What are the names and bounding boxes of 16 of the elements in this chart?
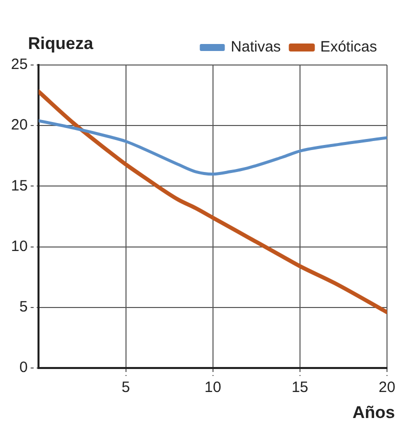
x-tick-label: 10	[204, 379, 222, 396]
legend-label: Exóticas	[320, 38, 378, 56]
y-axis-title: Riqueza	[28, 34, 94, 54]
line-series	[38, 119, 387, 176]
x-tick-label: 5	[122, 379, 130, 396]
y-tick-label: 0	[19, 359, 28, 376]
y-tick-label: 15	[10, 177, 28, 194]
y-tick-label: 20	[10, 116, 28, 134]
x-tick-label: 15	[292, 379, 308, 396]
legend-label: Nativas	[230, 38, 281, 56]
x-axis-title: Años	[352, 403, 395, 423]
line-series	[38, 90, 387, 314]
y-tick-label: 10	[10, 238, 28, 255]
y-tick-label: 25	[10, 56, 28, 74]
y-tick-label: 5	[19, 298, 28, 316]
x-tick-label: 20	[378, 379, 396, 396]
